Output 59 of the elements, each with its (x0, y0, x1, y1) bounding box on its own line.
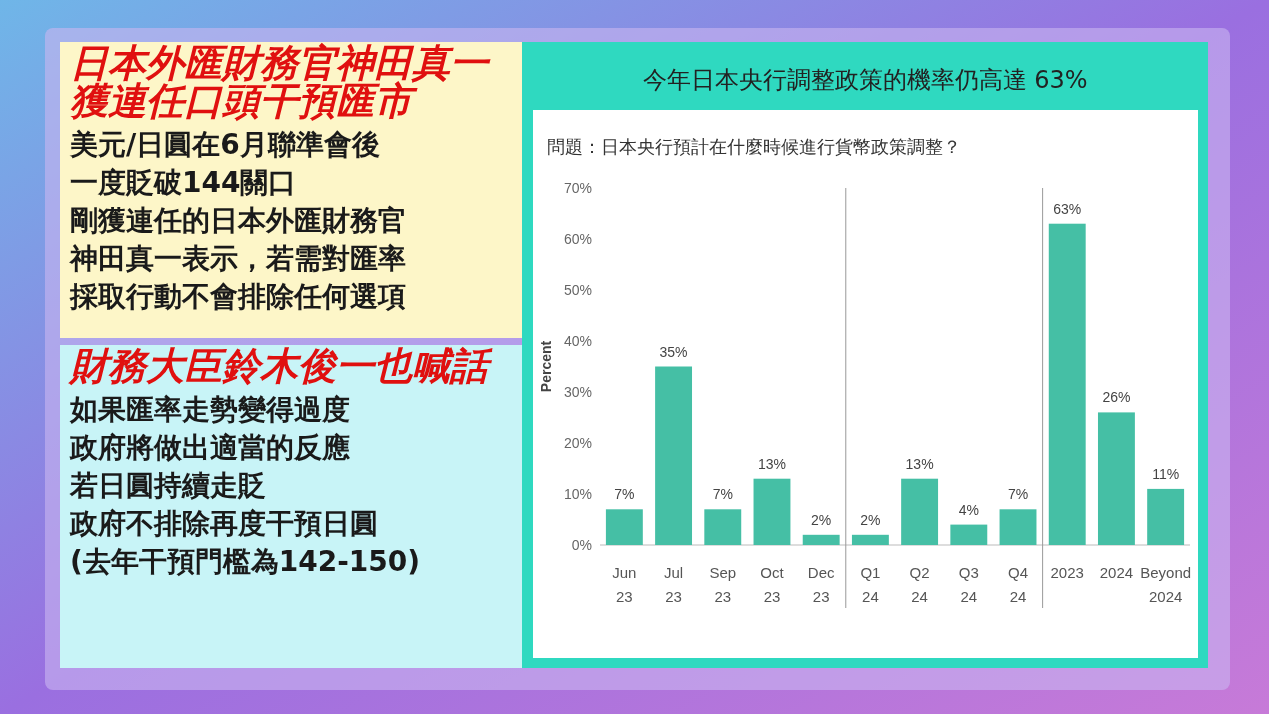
y-tick-label: 10% (563, 486, 592, 502)
y-tick-label: 20% (563, 435, 592, 451)
data-label: 7% (1007, 486, 1029, 503)
bar (753, 478, 791, 545)
x-tick-label: Sep 23 (709, 564, 737, 605)
x-tick-label: Q3 24 (958, 564, 979, 605)
chart-title: 今年日本央行調整政策的機率仍高達 63% (642, 66, 1088, 94)
data-label: 13% (757, 455, 786, 472)
text: 政府將做出適當的反應 (69, 431, 350, 464)
x-tick-label: Q2 24 (909, 564, 930, 605)
y-tick-label: 0% (571, 537, 592, 553)
bar (999, 509, 1037, 545)
x-tick-label: Oct 23 (760, 564, 785, 605)
bar (901, 478, 939, 545)
data-label: 35% (659, 343, 688, 360)
data-label: 2% (860, 511, 881, 528)
bar (950, 524, 988, 545)
bar (1147, 488, 1185, 545)
data-label: 7% (614, 486, 635, 503)
x-tick-label: Beyond 2024 (1140, 564, 1192, 605)
data-label: 4% (958, 501, 979, 518)
bar (1048, 223, 1086, 545)
bar (704, 509, 742, 545)
text: (去年干預門檻為142-150) (70, 545, 421, 578)
text: 一度貶破144關口 (70, 166, 297, 199)
text: 神田真一表示，若需對匯率 (68, 242, 406, 275)
text: 美元/日圓在6月聯準會後 (69, 128, 380, 161)
text: 日本外匯財務官神田真一獲連任口頭干預匯市 (70, 41, 491, 123)
data-label: 7% (712, 486, 733, 503)
x-tick-label: Q1 24 (860, 564, 881, 605)
text: 剛獲連任的日本外匯財務官 (70, 204, 406, 237)
y-tick-label: 60% (563, 231, 592, 247)
bar (1097, 412, 1135, 545)
text: 財務大臣鈴木俊一也喊話 (68, 344, 493, 388)
chart-subtitle: 問題：日本央行預計在什麼時候進行貨幣政策調整？ (547, 136, 961, 157)
y-tick-label: 50% (563, 282, 592, 298)
data-label: 13% (905, 455, 934, 472)
y-tick-label: 70% (563, 180, 592, 196)
data-label: 26% (1102, 389, 1131, 406)
y-axis-title: Percent (538, 340, 554, 393)
bar (655, 366, 693, 545)
data-label: 2% (811, 511, 832, 528)
x-tick-label: 2024 (1099, 564, 1134, 581)
bar (802, 534, 840, 545)
x-tick-label: Jun 23 (612, 564, 637, 605)
data-label: 63% (1053, 200, 1082, 217)
x-tick-label: Q4 24 (1008, 564, 1029, 605)
bar (605, 509, 643, 545)
text: 若日圓持續走貶 (69, 469, 266, 502)
text: 如果匯率走勢變得過度 (69, 393, 350, 426)
text: 政府不排除再度干預日圓 (69, 507, 378, 540)
x-tick-label: Jul 23 (663, 564, 684, 605)
x-tick-label: 2023 (1050, 564, 1084, 581)
y-tick-label: 30% (563, 384, 592, 400)
y-tick-label: 40% (563, 333, 592, 349)
x-tick-label: Dec 23 (807, 564, 836, 605)
bar (851, 534, 889, 545)
text: 採取行動不會排除任何選項 (69, 280, 406, 313)
data-label: 11% (1152, 465, 1180, 482)
